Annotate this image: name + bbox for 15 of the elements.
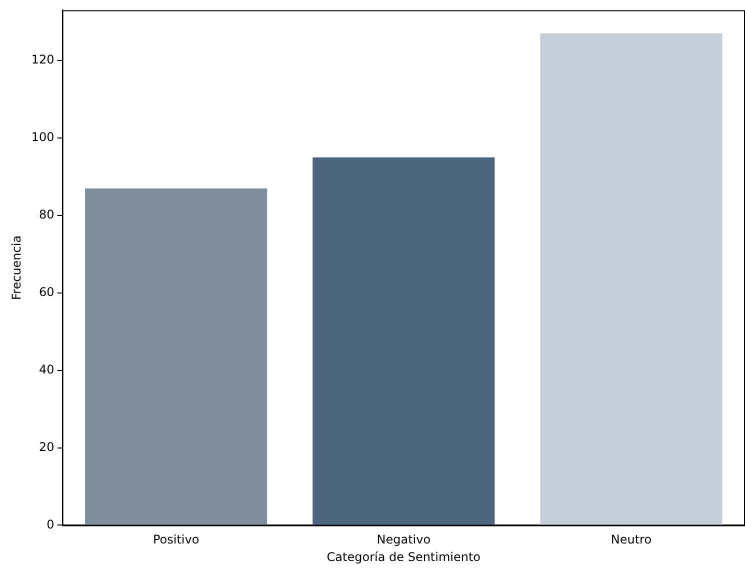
y-tick-label: 20 <box>39 440 54 454</box>
x-tick-label: Neutro <box>610 532 652 547</box>
bar <box>312 157 495 525</box>
y-axis-title: Frecuencia <box>9 235 24 300</box>
x-tick-label: Positivo <box>152 532 200 547</box>
y-tick-label: 40 <box>39 362 54 376</box>
y-tick-label: 120 <box>31 52 54 67</box>
x-axis-title: Categoría de Sentimiento <box>326 550 481 564</box>
y-tick-label: 100 <box>31 130 54 144</box>
y-tick-label: 80 <box>39 208 54 222</box>
x-tick-label: Negativo <box>376 532 431 547</box>
y-tick-label: 0 <box>46 517 54 532</box>
bar <box>85 188 268 525</box>
bar <box>540 33 722 525</box>
y-tick-label: 60 <box>39 284 54 299</box>
